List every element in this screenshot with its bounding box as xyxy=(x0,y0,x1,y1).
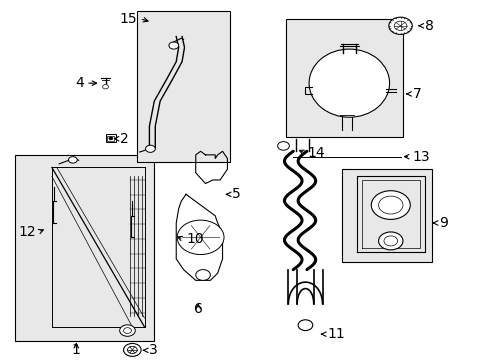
Circle shape xyxy=(277,141,289,150)
Bar xyxy=(341,169,431,262)
Circle shape xyxy=(102,85,108,89)
Circle shape xyxy=(383,236,397,246)
Circle shape xyxy=(378,232,402,250)
Ellipse shape xyxy=(308,49,389,117)
Circle shape xyxy=(123,343,141,356)
Text: 7: 7 xyxy=(412,87,421,101)
Text: 12: 12 xyxy=(18,225,36,239)
Circle shape xyxy=(393,21,406,31)
Circle shape xyxy=(177,220,224,255)
Bar xyxy=(105,134,116,142)
Circle shape xyxy=(127,346,137,354)
Circle shape xyxy=(388,17,411,35)
Text: 6: 6 xyxy=(193,302,202,316)
Text: 14: 14 xyxy=(307,146,325,160)
Text: 4: 4 xyxy=(75,76,83,90)
Circle shape xyxy=(378,196,402,214)
Circle shape xyxy=(109,137,113,140)
Text: 1: 1 xyxy=(72,343,81,357)
Text: 11: 11 xyxy=(327,327,345,341)
Circle shape xyxy=(298,320,312,330)
Circle shape xyxy=(370,191,409,219)
Circle shape xyxy=(68,157,77,163)
Bar xyxy=(15,155,154,341)
Bar xyxy=(285,19,402,137)
Text: 5: 5 xyxy=(232,187,241,201)
Bar xyxy=(137,12,229,162)
Text: 8: 8 xyxy=(424,19,433,33)
Text: 3: 3 xyxy=(149,343,158,357)
Text: 10: 10 xyxy=(185,232,203,246)
Circle shape xyxy=(145,145,155,152)
Circle shape xyxy=(168,42,178,49)
Text: 2: 2 xyxy=(120,132,129,146)
Text: 13: 13 xyxy=(412,150,429,164)
Circle shape xyxy=(123,328,131,333)
Text: 9: 9 xyxy=(439,216,447,230)
Text: 15: 15 xyxy=(120,12,137,26)
Bar xyxy=(107,136,114,141)
Circle shape xyxy=(120,325,135,336)
Circle shape xyxy=(195,270,210,280)
